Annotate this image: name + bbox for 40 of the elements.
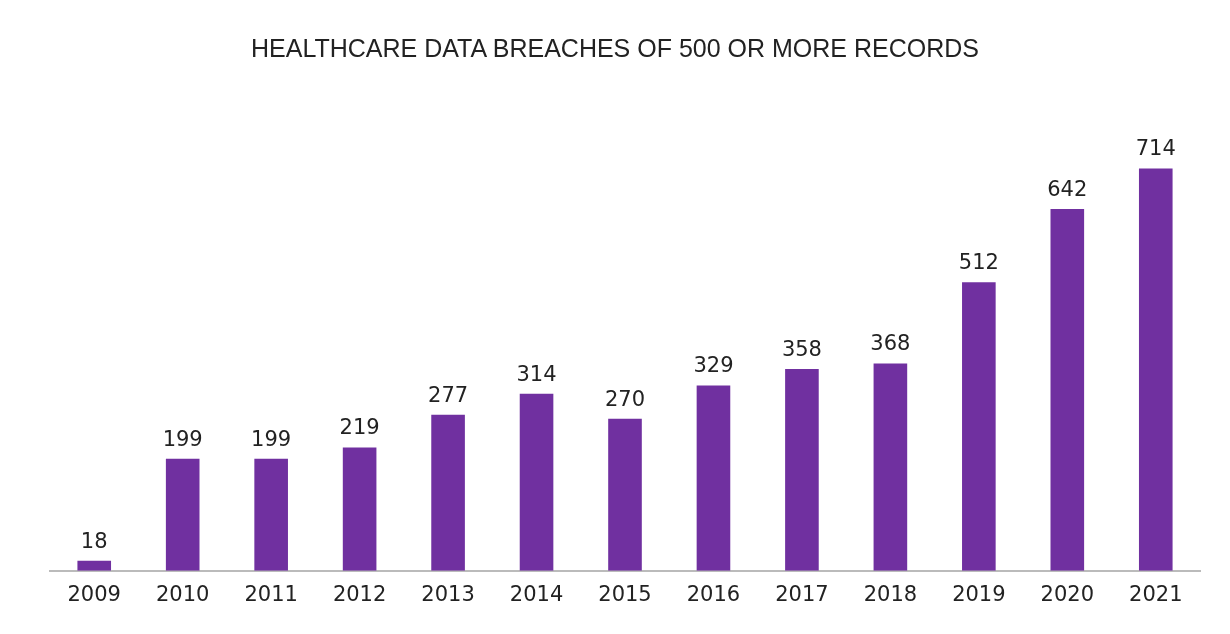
bar [519,393,554,571]
x-tick-label: 2018 [863,581,918,606]
x-tick-label: 2020 [1040,581,1095,606]
bar [873,363,908,571]
data-label: 714 [1135,136,1176,161]
data-label: 199 [251,426,292,451]
bar [342,447,377,571]
bar [77,560,112,571]
x-tick-label: 2016 [686,581,741,606]
x-tick-label: 2010 [155,581,210,606]
data-label: 18 [80,528,108,553]
x-tick-label: 2019 [952,581,1006,606]
chart-title: HEALTHCARE DATA BREACHES OF 500 OR MORE RECORDS [250,34,980,63]
data-label: 199 [162,426,203,451]
data-label: 277 [428,382,469,407]
bar [608,418,642,571]
data-label: 512 [958,250,999,275]
x-tick-label: 2009 [67,581,121,606]
bar [431,414,465,571]
data-label: 314 [516,361,557,386]
x-tick-label: 2021 [1129,581,1183,606]
bar [785,369,819,571]
bar [254,458,288,571]
bar [696,385,731,571]
bar [1050,209,1085,571]
x-tick-label: 2017 [775,581,829,606]
x-tick-label: 2013 [421,581,475,606]
data-label: 642 [1047,176,1088,201]
x-tick-label: 2011 [244,581,298,606]
bar [165,458,200,571]
x-tick-label: 2015 [598,581,652,606]
data-label: 270 [604,386,646,411]
x-tick-label: 2014 [509,581,564,606]
bar [962,282,996,571]
data-label: 358 [781,337,822,362]
x-tick-label: 2012 [332,581,387,606]
bar [1138,168,1173,571]
data-label: 219 [339,415,380,440]
data-label: 329 [693,353,734,378]
data-label: 368 [870,331,911,356]
